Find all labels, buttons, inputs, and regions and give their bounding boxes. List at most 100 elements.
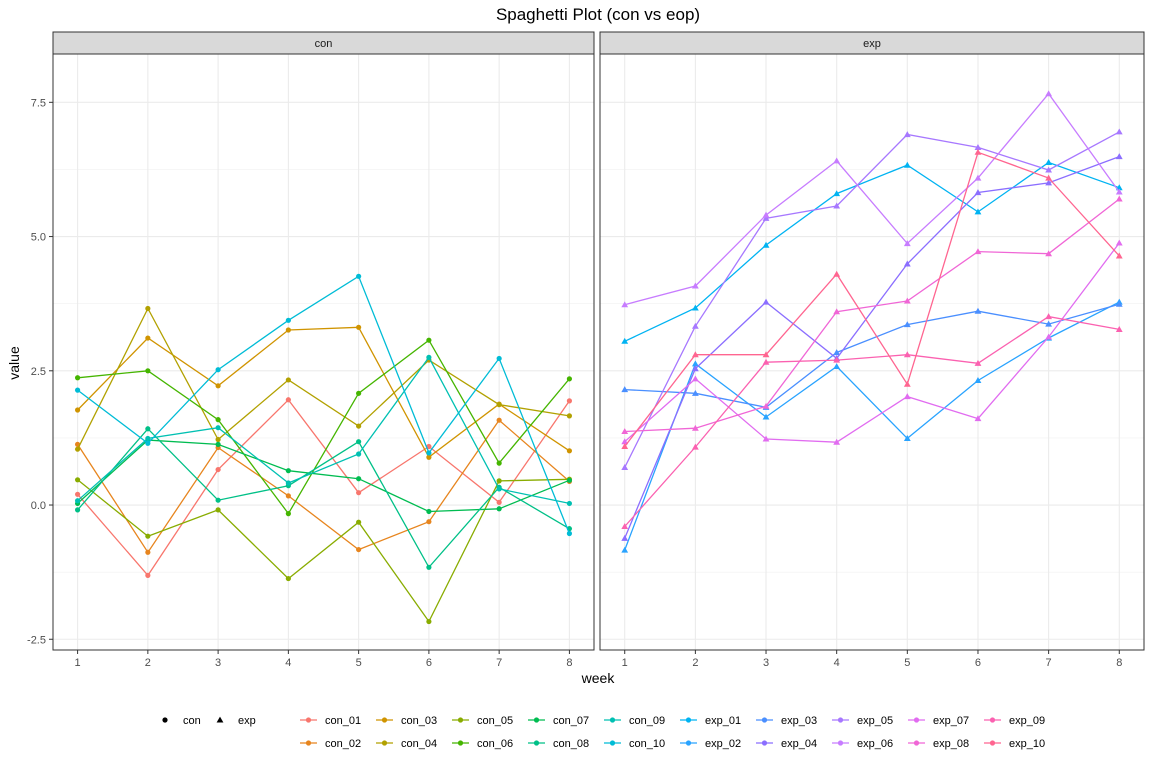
legend-key-point-con_06: [457, 740, 464, 746]
series-line-con_08: [77, 427, 570, 569]
data-point-con_03: [145, 335, 151, 341]
legend-label-exp_08: exp_08: [933, 738, 969, 750]
series-line-exp_01: [624, 161, 1120, 342]
data-point-exp_02: [833, 363, 841, 370]
data-point-exp_02: [621, 546, 629, 553]
data-point-exp_06: [621, 301, 629, 308]
data-point-exp_03: [621, 386, 629, 393]
x-tick-label: 7: [1046, 657, 1052, 669]
series-line-con_06: [77, 339, 570, 515]
data-point-con_07: [496, 506, 502, 512]
data-point-exp_05: [691, 322, 699, 329]
x-tick-label: 1: [622, 657, 628, 669]
data-point-exp_06: [1045, 90, 1053, 97]
data-point-exp_10: [833, 270, 841, 277]
data-point-exp_03: [1115, 300, 1123, 307]
data-point-con_08: [74, 507, 81, 513]
data-point-con_10: [215, 367, 221, 373]
data-point-con_04: [496, 402, 502, 408]
data-point-exp_09: [691, 443, 699, 450]
y-tick-label: 7.5: [31, 97, 46, 109]
legend-label-con_04: con_04: [401, 738, 437, 750]
data-point-exp_09: [833, 356, 841, 363]
data-point-exp_06: [762, 211, 770, 218]
legend-label-exp_09: exp_09: [1009, 715, 1045, 727]
legend-key-point-exp_08: [913, 740, 920, 746]
legend-key-point-con_10: [609, 740, 616, 746]
data-point-con_10: [566, 530, 573, 537]
data-point-con_09: [285, 480, 291, 486]
data-point-exp_07: [762, 435, 770, 442]
data-point-con_01: [426, 443, 432, 450]
data-point-con_01: [356, 490, 362, 496]
data-point-exp_03: [974, 307, 982, 314]
data-point-con_06: [285, 511, 291, 517]
data-point-exp_05: [1115, 128, 1123, 135]
data-point-con_05: [215, 507, 221, 513]
data-point-exp_03: [691, 389, 699, 396]
data-point-exp_10: [691, 351, 699, 358]
data-point-con_10: [285, 317, 291, 323]
legend-label-exp_07: exp_07: [933, 715, 969, 727]
data-point-exp_07: [833, 438, 841, 445]
series-line-con_03: [77, 326, 570, 459]
panel-exp: exp 1 2 3 4 5 6 7 8: [599, 31, 1145, 669]
data-point-exp_01: [974, 208, 982, 215]
strip-label-con: con: [315, 38, 333, 50]
series-line-exp_07: [624, 242, 1120, 443]
data-point-exp_04: [621, 534, 629, 541]
data-point-con_07: [356, 476, 362, 482]
series-line-exp_04: [624, 155, 1120, 539]
data-point-exp_07: [1115, 239, 1123, 246]
data-point-exp_03: [833, 349, 841, 356]
data-point-exp_02: [762, 413, 770, 420]
data-point-exp_10: [621, 443, 629, 450]
legend-label-exp_06: exp_06: [857, 738, 893, 750]
data-point-con_10: [496, 355, 502, 362]
x-tick-label: 1: [75, 657, 81, 669]
series-line-exp_08: [624, 198, 1120, 433]
data-point-con_03: [215, 383, 221, 389]
data-point-exp_05: [1045, 166, 1053, 173]
data-point-exp_09: [1045, 313, 1053, 320]
data-point-exp_01: [762, 241, 770, 248]
legend-label-exp_03: exp_03: [781, 715, 817, 727]
data-point-exp_01: [903, 161, 911, 168]
data-point-exp_05: [903, 131, 911, 138]
legend-label-con_10: con_10: [629, 738, 665, 750]
legend-label-con_01: con_01: [325, 715, 361, 727]
data-point-exp_07: [621, 438, 629, 445]
data-point-exp_05: [833, 202, 841, 209]
x-tick-label: 5: [356, 657, 362, 669]
data-point-exp_04: [974, 189, 982, 196]
series-line-exp_06: [624, 92, 1120, 306]
data-point-con_05: [426, 618, 432, 625]
data-point-con_03: [426, 454, 432, 460]
data-point-exp_08: [621, 428, 629, 435]
data-point-con_04: [285, 377, 291, 383]
data-point-exp_08: [974, 248, 982, 255]
legend-key-point-exp_09: [989, 717, 996, 723]
data-point-exp_08: [1115, 195, 1123, 202]
data-point-con_09: [145, 435, 151, 442]
data-point-exp_09: [621, 523, 629, 530]
x-tick-label: 6: [426, 657, 432, 669]
data-point-con_08: [426, 564, 432, 570]
strip-background: [52, 31, 595, 55]
data-point-con_05: [285, 575, 291, 582]
x-tick-label: 4: [834, 657, 840, 669]
data-point-exp_09: [974, 359, 982, 366]
y-axis-title: value: [6, 346, 22, 380]
series-line-exp_05: [624, 131, 1120, 468]
chart-title: Spaghetti Plot (con vs eop): [496, 5, 700, 24]
x-tick-label: 2: [145, 657, 151, 669]
strip-background: [599, 31, 1145, 55]
data-point-exp_06: [974, 174, 982, 181]
data-point-exp_06: [833, 157, 841, 164]
data-point-con_01: [496, 499, 502, 505]
y-tick-label: 0.0: [31, 500, 46, 512]
data-point-exp_02: [903, 435, 911, 441]
data-point-con_03: [74, 407, 81, 413]
x-axis-title: week: [581, 670, 616, 686]
